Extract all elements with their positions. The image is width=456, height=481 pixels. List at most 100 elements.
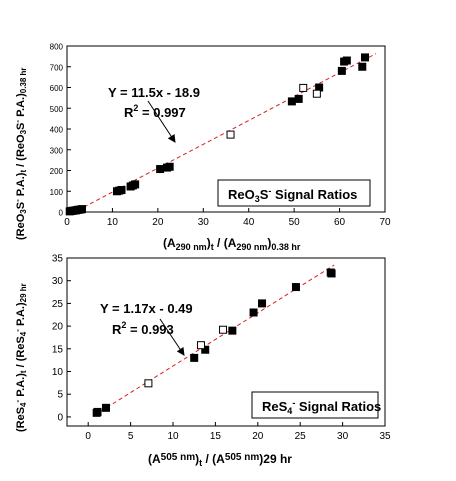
x-tick-label: 50	[289, 217, 301, 228]
y-tick-label: 0	[59, 209, 64, 218]
x-tick-label: 10	[107, 217, 119, 228]
x-tick-label: 35	[379, 431, 391, 442]
legend-box: ReS4- Signal Ratios	[251, 391, 381, 419]
legend-label: ReO3S- Signal Ratios	[228, 186, 357, 204]
y-tick-label: 5	[57, 390, 63, 401]
legend-sup: -	[268, 186, 271, 196]
r2-value: =	[126, 322, 141, 337]
y-axis-text: (ReS4- P.A.)t / (ReS4- P.A.)29 hr	[13, 283, 28, 432]
y-tick-label: 400	[50, 126, 64, 135]
x-tick-label: 15	[210, 431, 222, 442]
data-point-filled	[361, 53, 370, 62]
y-tick-label: 15	[52, 344, 64, 355]
x-sub: 505 nm	[161, 452, 196, 463]
r2-label: R2 = 0.997	[124, 103, 186, 120]
legend-sub: 4	[287, 406, 292, 416]
data-point-open	[299, 83, 308, 92]
data-point-filled	[291, 283, 300, 292]
legend-rest: Signal Ratios	[271, 187, 357, 202]
y-tick-label: 200	[50, 167, 64, 176]
x-tick-label: 0	[64, 217, 70, 228]
x-tick-label: 10	[167, 431, 179, 442]
legend-sub: 3	[255, 194, 260, 204]
y-tick-label: 300	[50, 146, 64, 155]
x-tick-label: 20	[252, 431, 264, 442]
data-point-open	[144, 379, 153, 388]
r2-superscript: 2	[121, 320, 126, 330]
data-point-filled	[102, 403, 111, 412]
y-tick-label: 700	[50, 63, 64, 72]
y-tick-label: 800	[50, 43, 64, 52]
data-point-filled	[342, 56, 351, 65]
data-points	[92, 268, 336, 417]
data-point-filled	[294, 94, 303, 103]
x-ticks: 0 10 20 30 40 50 60 70	[64, 208, 391, 228]
x-axis-label: (A290 nm)t / (A290 nm)0.38 hr	[163, 236, 301, 252]
data-point-filled	[165, 162, 174, 171]
y-tick-label: 600	[50, 84, 64, 93]
legend-frame	[251, 391, 379, 419]
legend-sup: -	[292, 398, 295, 408]
x-tick-label: 30	[198, 217, 210, 228]
y-tick-label: 0	[57, 412, 63, 423]
data-point-filled	[249, 308, 258, 317]
x-tick-label: 0	[85, 431, 91, 442]
y-s1: 3	[19, 209, 28, 214]
data-point-filled	[93, 407, 102, 416]
data-point-open	[196, 341, 205, 350]
legend-rest: Signal Ratios	[295, 399, 381, 414]
x-axis-label: (A505 nm)t / (A505 nm)29 hr	[148, 452, 292, 468]
y-axis-label: (ReO3S- P.A.)t / (ReO3S- P.A.)0.38 hr	[13, 67, 28, 240]
y-tick-label: 100	[50, 188, 64, 197]
x-tick-label: 40	[243, 217, 255, 228]
data-point-filled	[358, 62, 367, 71]
data-point-open	[312, 89, 321, 98]
x-sub2: 290 nm	[236, 242, 267, 252]
y-tick-label: 500	[50, 105, 64, 114]
data-point-filled	[77, 205, 86, 214]
data-point-filled	[327, 269, 336, 278]
x-ticks: 0 5 10 15 20 25 30 35	[85, 422, 391, 442]
x-end: )	[267, 236, 271, 250]
r2-value: =	[138, 105, 153, 120]
chart-res4: 0 5 10 15 20 25 30 35 0 5 10 15 20 25 30 35 Y = 1.17x …	[13, 254, 391, 469]
annotation-arrow	[147, 100, 176, 143]
legend-frame	[217, 179, 371, 207]
legend-label: ReS4- Signal Ratios	[262, 398, 381, 416]
data-point-filled	[337, 66, 346, 75]
fit-line	[94, 264, 335, 416]
y-tick-label: 10	[52, 367, 64, 378]
data-point-filled	[156, 165, 165, 174]
r2-superscript: 2	[133, 103, 138, 113]
x-mid: )	[207, 236, 211, 250]
equation-label: Y = 11.5x - 18.9	[108, 85, 200, 100]
r2-number: 0.997	[153, 105, 186, 120]
legend-box: ReO3S- Signal Ratios	[217, 179, 371, 207]
r2-number: 0.993	[141, 322, 174, 337]
y-tick-label: 30	[52, 276, 64, 287]
y-ticks: 0 5 10 15 20 25 30 35	[52, 254, 71, 423]
x-tick-label: 20	[152, 217, 164, 228]
y-tick-label: 25	[52, 299, 64, 310]
x-tick-label: 30	[337, 431, 349, 442]
data-point-filled	[201, 345, 210, 354]
equation-label: Y = 1.17x - 0.49	[100, 301, 193, 316]
x-tick-label: 70	[379, 217, 391, 228]
x-sub: 290 nm	[176, 242, 207, 252]
x-sub3: 0.38 hr	[271, 242, 301, 252]
y-tick-label: 20	[52, 322, 64, 333]
data-point-filled	[131, 180, 140, 189]
data-point-filled	[287, 97, 296, 106]
y-axis-label: (ReS4- P.A.)t / (ReS4- P.A.)29 hr	[13, 283, 28, 432]
y-axis-text: (ReO3S- P.A.)t / (ReO3S- P.A.)0.38 hr	[13, 67, 28, 240]
x-tick-label: 60	[334, 217, 346, 228]
data-point-open	[219, 325, 228, 334]
y-tick-label: 35	[52, 254, 64, 265]
x-sub-t: t	[211, 242, 214, 252]
x-tick-label: 5	[128, 431, 134, 442]
data-points	[65, 53, 370, 216]
data-point-filled	[228, 326, 237, 335]
legend-s: S	[260, 187, 269, 202]
data-point-filled	[258, 299, 267, 308]
